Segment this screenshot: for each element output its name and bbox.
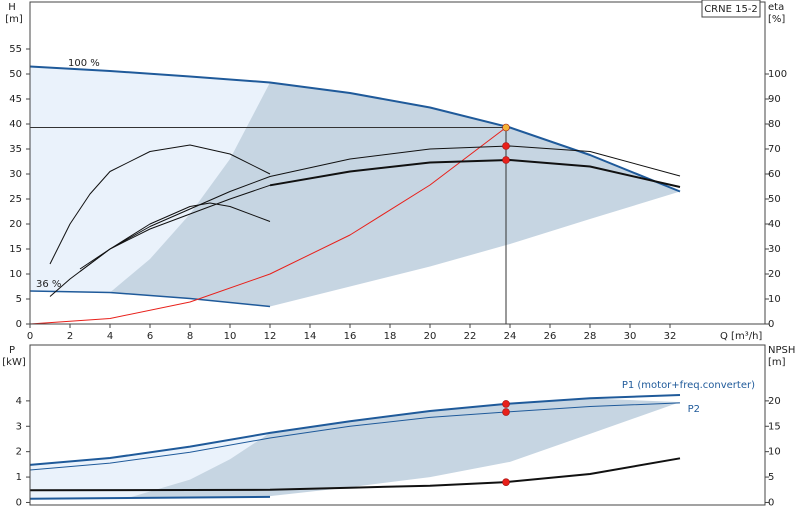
x-tick-label: 2: [67, 331, 73, 342]
y-tick-label: 0: [16, 319, 22, 330]
x-tick-label: 10: [224, 331, 237, 342]
y-axis-label: P: [9, 345, 15, 356]
x-tick-label: 0: [27, 331, 33, 342]
y-tick-label: 0: [16, 497, 22, 508]
x-tick-label: 6: [147, 331, 153, 342]
curve: [29, 394, 681, 466]
y2-tick-label: 60: [768, 169, 781, 180]
y2-axis-unit: [m]: [768, 357, 786, 368]
y2-axis-label: eta: [768, 2, 784, 13]
y-tick-label: 1: [16, 472, 22, 483]
y2-tick-label: 15: [768, 421, 781, 432]
y2-tick-label: 50: [768, 194, 781, 205]
x-tick-label: 26: [544, 331, 557, 342]
plot-frame: [29, 1, 766, 325]
y2-axis-label: NPSH: [768, 345, 795, 356]
x-axis-label: Q [m³/h]: [720, 331, 762, 342]
y2-tick-label: 40: [768, 219, 781, 230]
y-tick-label: 2: [16, 447, 22, 458]
y-tick-label: 55: [9, 44, 22, 55]
y-tick-label: 50: [9, 69, 22, 80]
y2-tick-label: 10: [768, 447, 781, 458]
y2-tick-label: 0: [768, 319, 774, 330]
y-axis-unit: [m]: [5, 14, 23, 25]
x-tick-label: 32: [664, 331, 677, 342]
y-tick-label: 20: [9, 219, 22, 230]
y-tick-label: 5: [16, 294, 22, 305]
curve: [29, 495, 271, 500]
curve: [269, 159, 681, 188]
operating-area: [130, 398, 680, 498]
y-tick-label: 3: [16, 421, 22, 432]
y-tick-label: 30: [9, 169, 22, 180]
x-tick-label: 8: [187, 331, 193, 342]
y-axis-label: H: [8, 2, 16, 13]
y2-tick-label: 30: [768, 244, 781, 255]
title-box: [701, 0, 761, 18]
plot-frame: [29, 344, 766, 506]
x-tick-label: 28: [584, 331, 597, 342]
y-tick-label: 10: [9, 269, 22, 280]
curve-label: P1 (motor+freq.converter): [622, 380, 755, 391]
y2-tick-label: 10: [768, 294, 781, 305]
curve: [29, 290, 271, 308]
y2-axis-unit: [%]: [768, 14, 785, 25]
y-axis-unit: [kW]: [2, 357, 26, 368]
y-tick-label: 45: [9, 94, 22, 105]
y-tick-label: 25: [9, 194, 22, 205]
y2-tick-label: 20: [768, 396, 781, 407]
plot-1: P1 (motor+freq.converter) P2 0 1 2 3 4 0 5 10 15 20…: [2, 344, 795, 508]
curve: [79, 202, 271, 272]
y2-tick-label: 70: [768, 144, 781, 155]
operating-area: [110, 82, 680, 307]
y2-tick-label: 0: [768, 497, 774, 508]
y2-tick-label: 100: [768, 69, 787, 80]
x-tick-label: 22: [464, 331, 477, 342]
x-tick-label: 16: [344, 331, 357, 342]
operating-point: [502, 400, 510, 408]
x-tick-label: 24: [504, 331, 517, 342]
plot-0: 100 %36 %0510152025303540455055010203040…: [5, 0, 787, 342]
y2-tick-label: 80: [768, 119, 781, 130]
y-tick-label: 4: [16, 396, 22, 407]
y-tick-label: 35: [9, 144, 22, 155]
curve: [29, 127, 507, 325]
operating-point: [502, 123, 510, 132]
x-tick-label: 30: [624, 331, 637, 342]
x-tick-label: 20: [424, 331, 437, 342]
operating-point: [502, 408, 510, 416]
x-tick-label: 18: [384, 331, 397, 342]
x-tick-label: 14: [304, 331, 317, 342]
curve-label: P2: [688, 404, 700, 415]
y2-tick-label: 90: [768, 94, 781, 105]
x-tick-label: 12: [264, 331, 277, 342]
y2-tick-label: 20: [768, 269, 781, 280]
y2-tick-label: 5: [768, 472, 774, 483]
y-tick-label: 15: [9, 244, 22, 255]
chart-title: CRNE 15-2: [704, 4, 758, 15]
y-tick-label: 40: [9, 119, 22, 130]
operating-point: [502, 478, 510, 486]
curve: [29, 402, 681, 471]
x-tick-label: 4: [107, 331, 113, 342]
curve: [29, 457, 681, 492]
curve: [29, 65, 681, 193]
operating-point: [502, 142, 510, 150]
curve: [49, 144, 271, 265]
curve-label: 100 %: [68, 58, 100, 69]
curve-label: 36 %: [36, 279, 61, 290]
operating-point: [502, 156, 510, 164]
